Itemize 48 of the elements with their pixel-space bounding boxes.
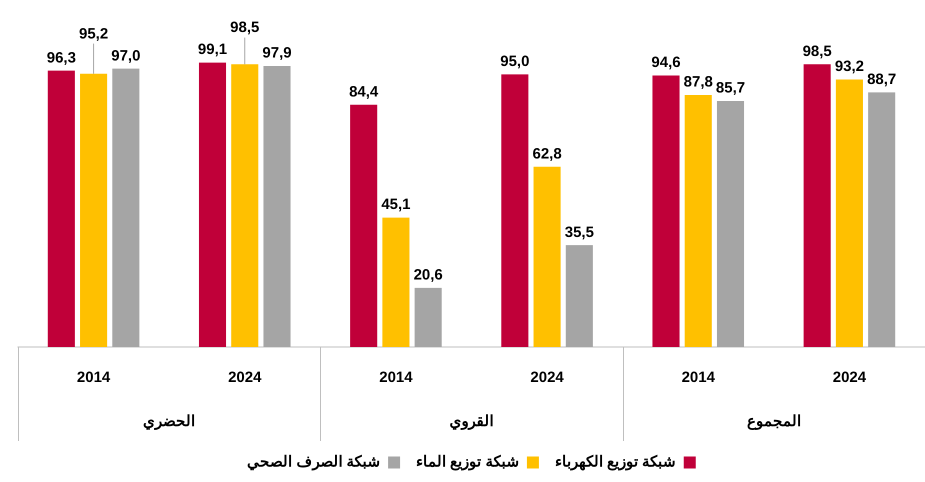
bar: [112, 68, 140, 347]
data-label: 85,7: [716, 80, 746, 97]
x-tick-label: 2024: [832, 369, 867, 386]
text: الحضري: [143, 413, 196, 432]
legend-label: شبكة توزيع الماء: [416, 454, 520, 471]
data-label: 35,5: [564, 224, 594, 241]
data-label: 88,7: [867, 71, 896, 88]
x-tick-label: 2024: [530, 369, 564, 386]
text: القروي: [450, 413, 494, 432]
legend-label: شبكة الصرف الصحي: [247, 454, 381, 472]
bar: [350, 104, 378, 347]
bar: [868, 92, 896, 347]
bar: [534, 166, 561, 347]
data-label: 95,0: [500, 52, 530, 70]
bar: [231, 64, 258, 347]
data-label: 96,3: [46, 49, 76, 66]
bar: [716, 101, 744, 347]
data-label: 97,0: [111, 47, 140, 64]
bar: [414, 288, 442, 347]
bar: [566, 245, 593, 347]
x-tick-label: 2024: [228, 369, 262, 386]
data-label: 84,4: [349, 83, 379, 100]
data-label: 97,9: [262, 44, 292, 62]
bar: [48, 70, 75, 347]
data-label: 20,6: [414, 266, 443, 284]
bar: [836, 80, 863, 347]
bar: [382, 218, 410, 347]
bar: [804, 64, 831, 347]
data-label: 95,2: [78, 25, 108, 42]
bar: [684, 95, 712, 347]
data-label: 87,8: [684, 74, 713, 91]
data-label: 45,1: [381, 196, 411, 214]
bar: [263, 66, 291, 347]
bar: [501, 74, 528, 347]
bar: [652, 76, 680, 347]
x-tick-label: 2014: [379, 369, 414, 386]
data-label: 99,1: [198, 41, 228, 58]
x-tick-label: 2014: [682, 369, 716, 386]
data-label: 62,8: [532, 145, 562, 162]
data-label: 98,5: [802, 42, 832, 60]
x-tick-label: 2014: [76, 369, 111, 386]
data-label: 94,6: [651, 54, 681, 72]
bar: [198, 62, 226, 347]
data-label: 98,5: [230, 19, 260, 36]
data-label: 93,2: [834, 58, 864, 76]
legend-label: شبكة توزيع الكهرباء: [554, 454, 676, 471]
bar: [80, 74, 108, 347]
text: المجموع: [746, 413, 801, 430]
